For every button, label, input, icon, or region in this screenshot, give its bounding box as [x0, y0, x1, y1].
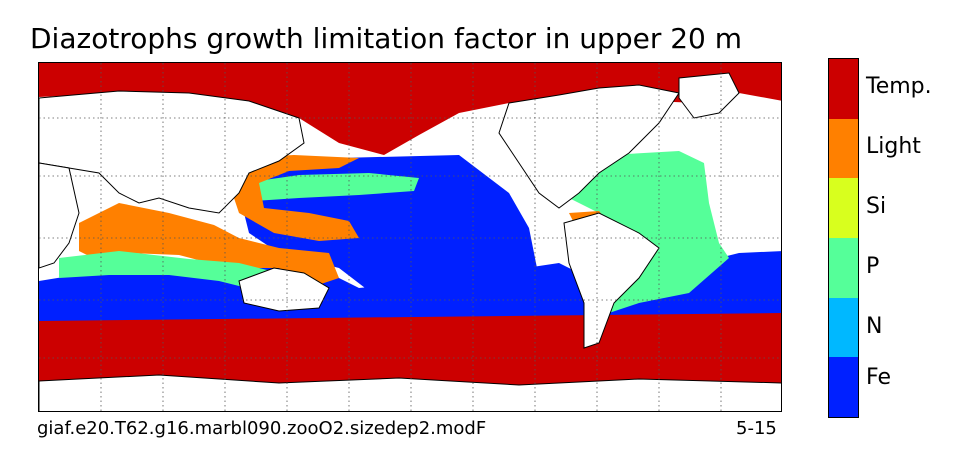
run-name-label: giaf.e20.T62.g16.marbl090.zooO2.sizedep2…	[37, 418, 487, 439]
colorbar-segment-n	[829, 297, 858, 358]
region-temp-north	[39, 63, 781, 155]
map-panel	[38, 62, 782, 412]
land-south-america	[563, 212, 660, 349]
legend-label-fe: Fe	[866, 365, 891, 390]
land-eurasia	[39, 90, 305, 214]
legend-label-temp: Temp.	[866, 74, 932, 99]
region-light-indian	[79, 203, 339, 288]
period-label: 5-15	[736, 418, 777, 439]
legend-label-p: P	[866, 254, 880, 279]
colorbar-segment-fe	[829, 357, 858, 418]
colorbar-segment-light	[829, 118, 858, 179]
land-antarctica	[39, 374, 781, 411]
colorbar-segment-p	[829, 238, 858, 298]
region-light-pacific	[229, 155, 359, 241]
legend-label-si: Si	[866, 194, 887, 219]
legend-label-n: N	[866, 314, 883, 339]
land-australia	[238, 267, 330, 312]
legend-colorbar	[828, 58, 859, 418]
limitation-map	[39, 63, 781, 411]
land-greenland	[678, 72, 740, 119]
region-p-npacific	[244, 173, 419, 201]
land-north-america	[498, 84, 680, 209]
map-title: Diazotrophs growth limitation factor in …	[30, 22, 743, 55]
land-africa	[39, 162, 80, 269]
colorbar-segment-temp	[829, 59, 858, 119]
region-p-atlantic	[549, 151, 729, 313]
colorbar-segment-si	[829, 178, 858, 239]
legend-label-light: Light	[866, 134, 921, 159]
